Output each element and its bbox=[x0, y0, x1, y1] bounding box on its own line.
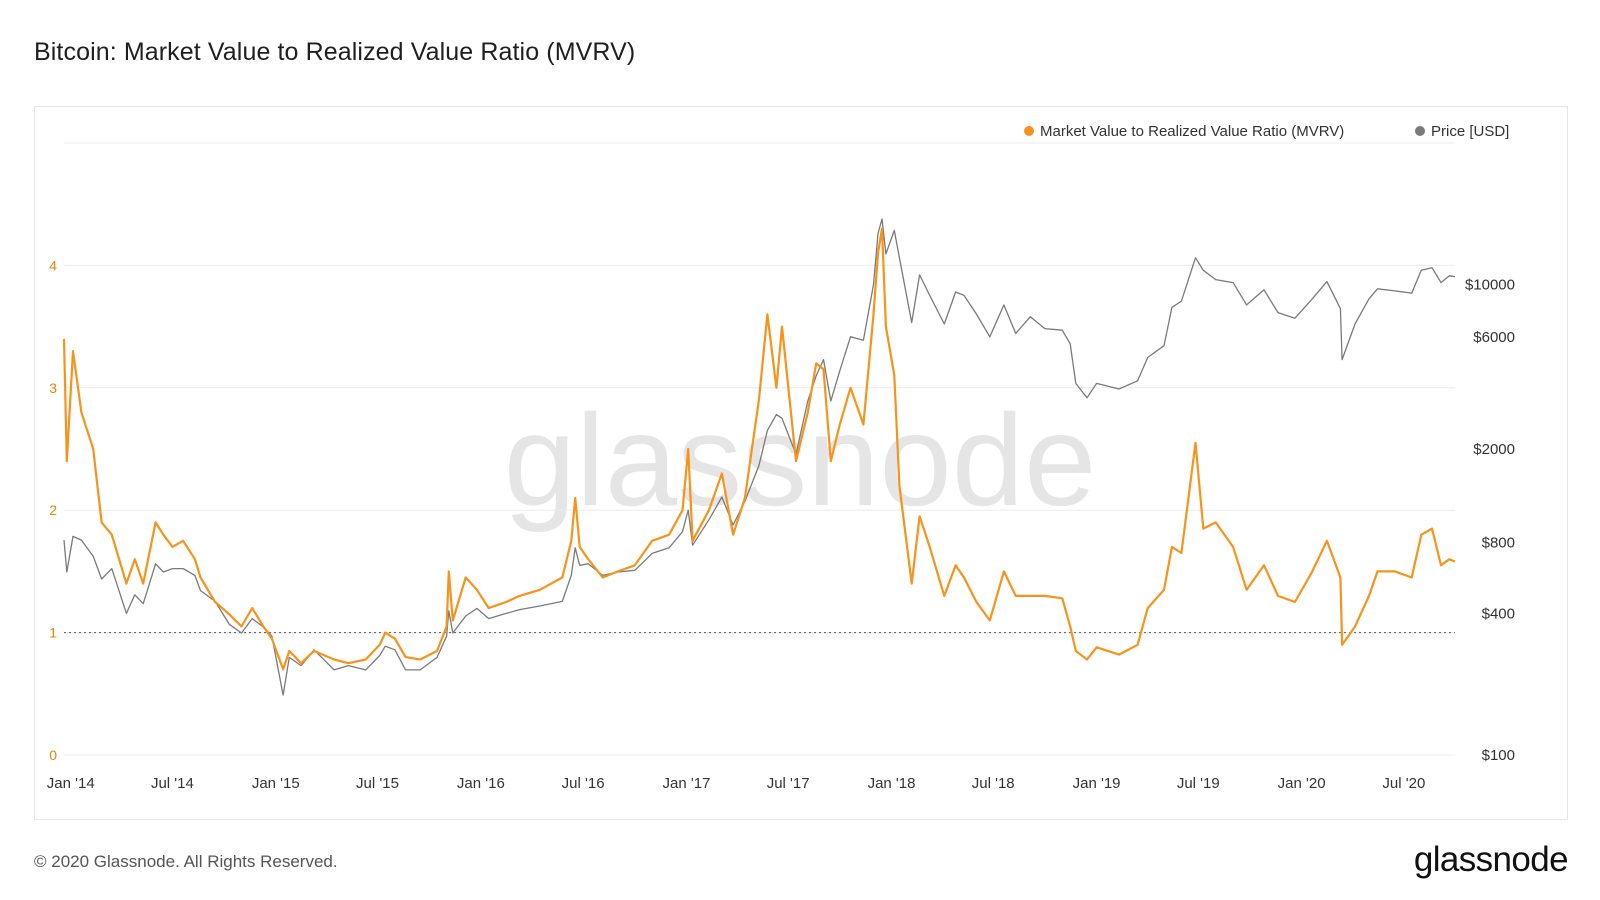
legend: Market Value to Realized Value Ratio (MV… bbox=[1024, 123, 1509, 140]
mvrv-series-line bbox=[62, 227, 1456, 671]
y-left-tick-label: 3 bbox=[49, 380, 57, 396]
x-tick-label: Jan '15 bbox=[252, 775, 300, 792]
chart-frame bbox=[34, 106, 1568, 820]
legend-price-label[interactable]: Price [USD] bbox=[1431, 123, 1509, 140]
watermark: glassnode bbox=[504, 387, 1097, 533]
x-tick-label: Jan '17 bbox=[663, 775, 711, 792]
x-axis: Jan '14 Jul '14 Jan '15 Jul '15 Jan '16 Jul '… bbox=[47, 775, 1426, 792]
x-tick-label: Jul '18 bbox=[972, 775, 1015, 792]
x-tick-label: Jul '17 bbox=[767, 775, 810, 792]
y-left-tick-label: 4 bbox=[49, 257, 57, 273]
y-left-tick-label: 1 bbox=[49, 625, 57, 641]
x-tick-label: Jan '18 bbox=[868, 775, 916, 792]
x-tick-label: Jul '20 bbox=[1382, 775, 1425, 792]
legend-mvrv-swatch[interactable] bbox=[1024, 126, 1034, 136]
y-axis-left: 0 1 2 3 4 bbox=[49, 257, 57, 763]
x-tick-label: Jan '19 bbox=[1073, 775, 1121, 792]
brand-logo[interactable]: glassnode bbox=[1413, 840, 1569, 879]
legend-price-swatch[interactable] bbox=[1415, 126, 1425, 136]
copyright-footer: © 2020 Glassnode. All Rights Reserved. bbox=[34, 852, 338, 871]
x-tick-label: Jan '14 bbox=[47, 775, 95, 792]
y-left-tick-label: 2 bbox=[49, 502, 57, 518]
legend-mvrv-label[interactable]: Market Value to Realized Value Ratio (MV… bbox=[1040, 123, 1344, 140]
x-tick-label: Jul '14 bbox=[151, 775, 194, 792]
y-right-tick-label: $100 bbox=[1482, 747, 1515, 764]
x-tick-label: Jan '20 bbox=[1278, 775, 1326, 792]
y-axis-right: $100 $400 $800 $2000 $6000 $10000 bbox=[1465, 277, 1515, 764]
x-tick-label: Jul '19 bbox=[1177, 775, 1220, 792]
y-right-tick-label: $6000 bbox=[1473, 329, 1515, 346]
y-right-tick-label: $2000 bbox=[1473, 441, 1515, 458]
y-right-tick-label: $400 bbox=[1482, 605, 1515, 622]
chart-title: Bitcoin: Market Value to Realized Value … bbox=[34, 38, 636, 66]
y-right-tick-label: $10000 bbox=[1465, 277, 1515, 294]
y-left-tick-label: 0 bbox=[49, 747, 57, 763]
y-right-tick-label: $800 bbox=[1482, 535, 1515, 552]
series-lines bbox=[62, 218, 1456, 696]
x-tick-label: Jul '16 bbox=[562, 775, 605, 792]
x-tick-label: Jan '16 bbox=[457, 775, 505, 792]
x-tick-label: Jul '15 bbox=[356, 775, 399, 792]
